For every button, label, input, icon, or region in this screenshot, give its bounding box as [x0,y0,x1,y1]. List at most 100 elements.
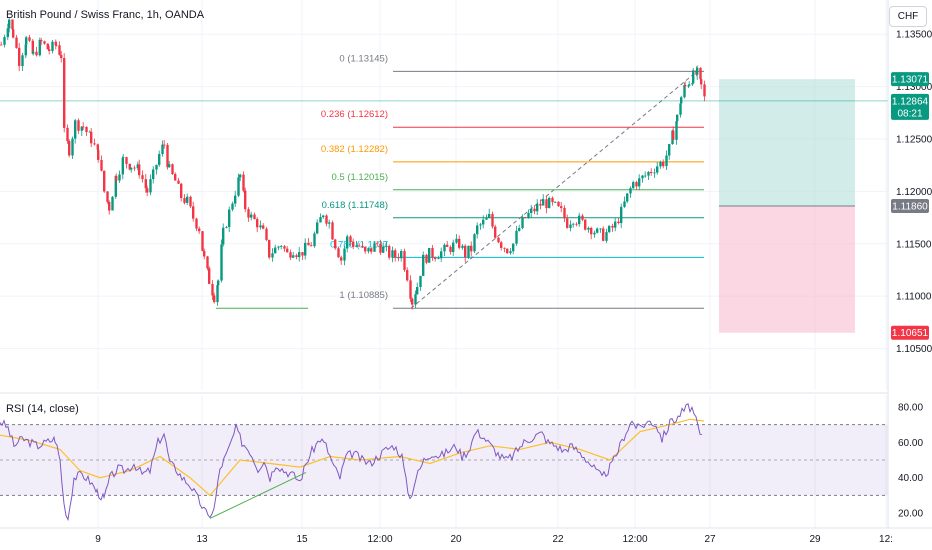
candle-body [611,225,614,228]
price-tick-label: 1.13500 [896,30,932,41]
candle-body [518,228,521,231]
candle-body [96,144,99,150]
candle-body [60,54,63,59]
candle-body [28,37,31,41]
candle-body [265,228,268,240]
candle-body [545,199,548,209]
candle-body [608,225,611,233]
candle-body [80,126,83,131]
fib-retracement[interactable]: 0 (1.13145) 0.236 (1.12612) 0.382 (1.12282… [321,53,704,309]
price-axis[interactable]: 1.13500 1.13000 1.12500 1.12000 1.11500 1.110… [896,30,932,355]
candle-body [88,131,91,133]
candle-body [195,218,198,229]
candle-body [688,84,691,86]
candle-body [700,79,703,85]
candle-body [409,280,412,299]
candle-body [177,180,180,184]
candle-body [419,275,422,287]
candle-body [617,221,620,224]
time-tick-label: 29 [809,534,821,545]
candle-body [334,239,337,249]
time-tick-label: 13 [196,534,208,545]
candle-body [108,201,111,211]
rsi-tick-label: 80.00 [898,402,923,413]
candle-body [82,126,85,128]
candle-body [647,171,650,176]
candle-body [203,250,206,257]
candle-body [31,40,34,54]
candle-body [186,196,189,203]
candle-body [699,67,702,80]
time-tick-label: 12:00 [622,534,647,545]
candle-body [635,182,638,187]
candle-body [292,255,295,258]
candle-body [343,248,346,261]
candle-body [385,246,388,247]
candle-body [328,222,331,224]
candle-body [521,217,524,229]
rsi-tick-label: 60.00 [898,438,923,449]
candle-body [548,197,551,209]
candle-body [452,242,455,252]
candle-body [539,203,542,206]
candle-body [563,207,566,219]
candle-body [211,283,214,296]
candle-body [192,206,195,219]
rsi-axis[interactable]: 80.00 60.00 40.00 20.00 [898,402,923,519]
candle-body [614,221,617,228]
candle-body [77,120,80,131]
candle-body [180,183,183,199]
price-tag-label: 1.13071 [892,75,929,86]
candle-body [216,285,219,303]
candle-body [515,230,518,244]
rsi-line [0,403,703,522]
candle-body [443,244,446,252]
position-tool[interactable] [719,79,855,333]
candle-body [599,228,602,230]
candle-body [602,228,605,241]
candle-body [641,175,644,179]
time-axis[interactable]: 9 13 15 12:00 20 22 12:00 27 29 12: [95,534,893,545]
candle-body [146,188,149,193]
candle-body [262,225,265,229]
candle-body [115,175,118,181]
candle-body [114,175,117,197]
candle-body [364,246,367,252]
candle-body [458,238,461,248]
candle-body [256,219,259,228]
candlestick-series [0,18,706,310]
price-tag-label: 1.10651 [892,328,929,339]
fib-level-label: 0.236 (1.12612) [321,109,388,120]
candle-body [524,217,527,218]
candle-body [122,157,125,159]
candle-body [593,232,596,235]
candle-body [358,245,361,247]
candle-body [171,164,174,174]
candle-body [428,247,431,263]
candle-body [500,242,503,248]
candle-body [626,193,629,202]
candle-body [488,213,491,218]
candle-body [560,206,563,208]
candle-body [250,214,253,218]
candle-body [25,37,28,45]
time-tick-label: 12: [879,534,893,545]
candle-body [316,222,319,234]
position-target-zone [719,79,855,207]
candle-body [6,28,9,38]
candle-body [536,203,539,212]
candle-body [675,121,678,140]
candle-body [578,215,581,225]
candle-body [141,175,144,180]
candle-body [277,246,280,248]
candle-body [125,157,128,164]
rsi-title: RSI (14, close) [6,403,79,415]
candle-body [48,49,51,52]
currency-button[interactable]: CHF [889,6,927,27]
candle-body [295,255,298,258]
candle-body [629,188,632,194]
candle-body [313,233,316,247]
candle-body [632,182,635,189]
candle-body [533,208,536,212]
